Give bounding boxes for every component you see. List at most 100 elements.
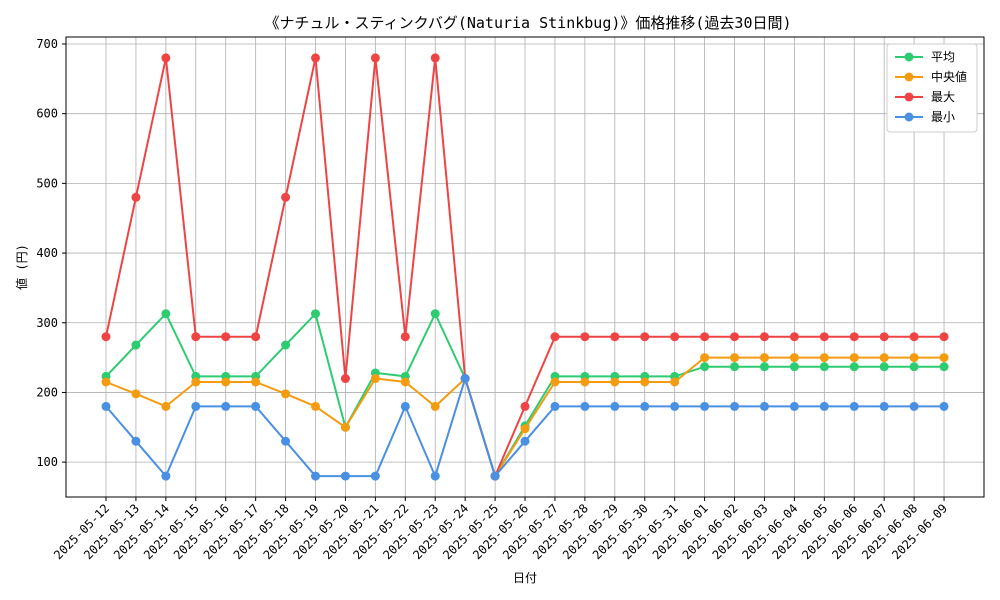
- data-point: [101, 401, 111, 411]
- data-point: [490, 471, 500, 481]
- data-point: [161, 309, 171, 319]
- data-point: [281, 389, 291, 399]
- data-point: [191, 332, 201, 342]
- data-point: [340, 422, 350, 432]
- legend-item: 中央値: [895, 69, 967, 84]
- data-point: [700, 401, 710, 411]
- data-point: [580, 332, 590, 342]
- data-point: [939, 353, 949, 363]
- data-point: [161, 401, 171, 411]
- data-point: [370, 471, 380, 481]
- data-point: [191, 377, 201, 387]
- data-point: [131, 389, 141, 399]
- data-point: [849, 362, 859, 372]
- data-point: [311, 401, 321, 411]
- data-point: [759, 332, 769, 342]
- data-point: [909, 353, 919, 363]
- data-point: [730, 332, 740, 342]
- data-point: [520, 401, 530, 411]
- data-point: [819, 401, 829, 411]
- data-point: [101, 332, 111, 342]
- data-point: [610, 332, 620, 342]
- data-point: [101, 377, 111, 387]
- data-point: [281, 340, 291, 350]
- data-point: [879, 401, 889, 411]
- data-point: [400, 332, 410, 342]
- data-point: [550, 332, 560, 342]
- data-point: [610, 401, 620, 411]
- data-point: [550, 377, 560, 387]
- x-axis-label: 日付: [513, 571, 537, 585]
- data-point: [520, 424, 530, 434]
- data-point: [311, 53, 321, 63]
- data-point: [879, 362, 889, 372]
- data-point: [759, 362, 769, 372]
- data-point: [221, 401, 231, 411]
- data-point: [370, 374, 380, 384]
- series-layer: [101, 53, 949, 481]
- data-point: [670, 332, 680, 342]
- data-point: [700, 332, 710, 342]
- data-point: [131, 340, 141, 350]
- data-point: [939, 362, 949, 372]
- data-point: [311, 309, 321, 319]
- y-tick-label: 700: [36, 37, 58, 51]
- data-point: [819, 362, 829, 372]
- data-point: [221, 377, 231, 387]
- data-point: [370, 53, 380, 63]
- data-point: [670, 377, 680, 387]
- data-point: [640, 377, 650, 387]
- data-point: [610, 377, 620, 387]
- data-point: [789, 401, 799, 411]
- data-point: [909, 401, 919, 411]
- data-point: [700, 362, 710, 372]
- data-point: [700, 353, 710, 363]
- data-point: [251, 332, 261, 342]
- data-point: [939, 401, 949, 411]
- data-point: [670, 401, 680, 411]
- data-point: [400, 401, 410, 411]
- data-point: [311, 471, 321, 481]
- legend-item: 平均: [895, 50, 955, 64]
- data-point: [131, 192, 141, 202]
- data-point: [161, 471, 171, 481]
- data-point: [580, 401, 590, 411]
- legend-label: 中央値: [931, 69, 967, 84]
- data-point: [640, 332, 650, 342]
- legend-swatch-marker: [904, 92, 914, 102]
- legend-swatch-marker: [904, 112, 914, 122]
- legend-swatch-marker: [904, 52, 914, 62]
- data-point: [879, 353, 889, 363]
- y-tick-label: 100: [36, 455, 58, 469]
- legend-label: 平均: [931, 50, 955, 64]
- data-point: [340, 374, 350, 384]
- data-point: [879, 332, 889, 342]
- data-point: [789, 362, 799, 372]
- legend-label: 最大: [931, 90, 955, 104]
- legend-box: [886, 43, 978, 133]
- data-point: [251, 377, 261, 387]
- data-point: [131, 436, 141, 446]
- y-tick-label: 500: [36, 176, 58, 190]
- data-point: [580, 377, 590, 387]
- grid: [66, 37, 984, 497]
- legend-swatch-marker: [904, 72, 914, 82]
- data-point: [430, 471, 440, 481]
- data-point: [640, 401, 650, 411]
- data-point: [789, 353, 799, 363]
- data-point: [939, 332, 949, 342]
- data-point: [909, 332, 919, 342]
- data-point: [520, 436, 530, 446]
- y-axis-label: 値 (円): [14, 244, 29, 290]
- data-point: [281, 192, 291, 202]
- data-point: [730, 401, 740, 411]
- data-point: [819, 332, 829, 342]
- y-tick-label: 400: [36, 246, 58, 260]
- y-tick-label: 200: [36, 385, 58, 399]
- data-point: [550, 401, 560, 411]
- data-point: [161, 53, 171, 63]
- data-point: [909, 362, 919, 372]
- legend-item: 最大: [895, 90, 955, 104]
